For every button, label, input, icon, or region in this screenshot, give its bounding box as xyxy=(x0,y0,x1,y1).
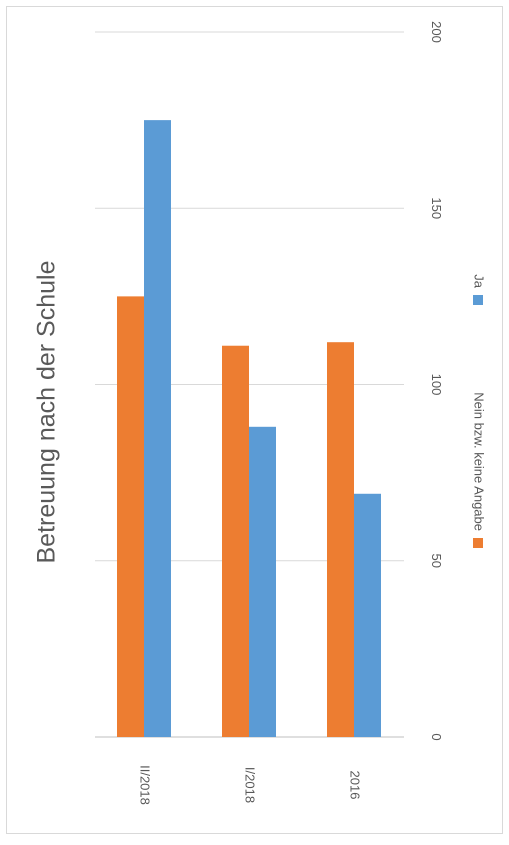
legend-label: Ja xyxy=(472,274,487,289)
bar-nein-0 xyxy=(117,296,144,737)
bars xyxy=(117,120,381,737)
chart-title: Betreuung nach der Schule xyxy=(33,261,61,564)
bar-nein-2 xyxy=(327,342,354,737)
value-tick-label: 50 xyxy=(429,554,444,568)
category-label: 2016 xyxy=(348,771,363,800)
bar-ja-2 xyxy=(354,493,381,737)
category-axis-labels: II/2018 I/2018 2016 xyxy=(138,765,363,805)
value-tick-label: 200 xyxy=(429,21,444,43)
bar-ja-0 xyxy=(144,120,171,737)
bar-nein-1 xyxy=(222,345,249,737)
category-label: II/2018 xyxy=(138,765,153,805)
value-axis-ticks: 0 50 100 150 200 xyxy=(429,21,444,740)
category-label: I/2018 xyxy=(243,767,258,803)
legend-swatch xyxy=(473,538,483,548)
value-tick-label: 100 xyxy=(429,374,444,396)
value-tick-label: 150 xyxy=(429,197,444,219)
legend: Nein bzw. keine Angabe Ja xyxy=(472,274,487,548)
value-tick-label: 0 xyxy=(429,733,444,740)
bar-ja-1 xyxy=(249,426,276,737)
legend-label: Nein bzw. keine Angabe xyxy=(472,392,487,531)
legend-swatch xyxy=(473,295,483,305)
